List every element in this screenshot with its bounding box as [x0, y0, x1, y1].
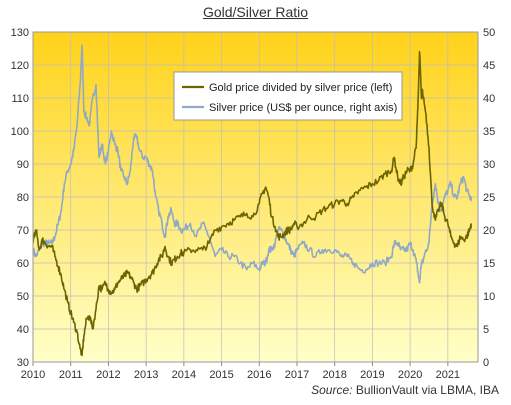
- x-tick-label: 2020: [398, 369, 422, 381]
- source-label: Source:: [311, 383, 353, 397]
- right-tick-label: 10: [483, 291, 495, 303]
- legend-entry: Gold price divided by silver price (left…: [209, 82, 392, 94]
- x-tick-label: 2014: [172, 369, 196, 381]
- left-tick-label: 120: [11, 60, 29, 72]
- left-tick-label: 70: [17, 225, 29, 237]
- right-tick-label: 40: [483, 93, 495, 105]
- right-tick-label: 25: [483, 192, 495, 204]
- legend-box: [173, 71, 403, 121]
- source-text: BullionVault via LBMA, IBA: [355, 383, 499, 397]
- legend: Gold price divided by silver price (left…: [173, 71, 403, 121]
- left-tick-label: 60: [17, 258, 29, 270]
- ratio-series-line: [33, 51, 472, 357]
- right-tick-label: 35: [483, 126, 495, 138]
- x-tick-label: 2019: [360, 369, 384, 381]
- x-tick-label: 2011: [59, 369, 83, 381]
- x-tick-label: 2017: [285, 369, 309, 381]
- right-tick-label: 30: [483, 159, 495, 171]
- x-tick-label: 2016: [247, 369, 271, 381]
- x-tick-label: 2015: [209, 369, 233, 381]
- left-tick-label: 110: [11, 93, 29, 105]
- x-tick-label: 2021: [436, 369, 460, 381]
- x-tick-label: 2018: [322, 369, 346, 381]
- x-tick-label: 2012: [96, 369, 120, 381]
- right-tick-label: 50: [483, 27, 495, 39]
- legend-entry: Silver price (US$ per ounce, right axis): [209, 102, 397, 114]
- chart-title: Gold/Silver Ratio: [202, 4, 309, 20]
- silver-series-line: [33, 44, 472, 284]
- source-note: Source: BullionVault via LBMA, IBA: [311, 383, 499, 397]
- left-tick-label: 90: [17, 159, 29, 171]
- left-tick-label: 130: [11, 27, 29, 39]
- left-tick-label: 80: [17, 192, 29, 204]
- x-tick-label: 2013: [134, 369, 158, 381]
- right-tick-label: 5: [483, 324, 489, 336]
- x-tick-label: 2010: [21, 369, 45, 381]
- right-axis: 0 5 10 15 20 25 30 35 40 45 50: [483, 27, 495, 369]
- right-tick-label: 15: [483, 258, 495, 270]
- x-axis: 2010 2011 2012 2013 2014 2015 2016 2017 2018 2019…: [21, 362, 460, 381]
- right-tick-label: 0: [483, 357, 489, 369]
- left-axis: 30 40 50 60 70 80 90 100 110 120 130: [11, 27, 29, 369]
- left-tick-label: 30: [17, 357, 29, 369]
- left-tick-label: 50: [17, 291, 29, 303]
- right-tick-label: 20: [483, 225, 495, 237]
- series-lines: [33, 44, 472, 357]
- left-tick-label: 40: [17, 324, 29, 336]
- left-tick-label: 100: [11, 126, 29, 138]
- right-tick-label: 45: [483, 60, 495, 72]
- plot-border: [32, 31, 479, 363]
